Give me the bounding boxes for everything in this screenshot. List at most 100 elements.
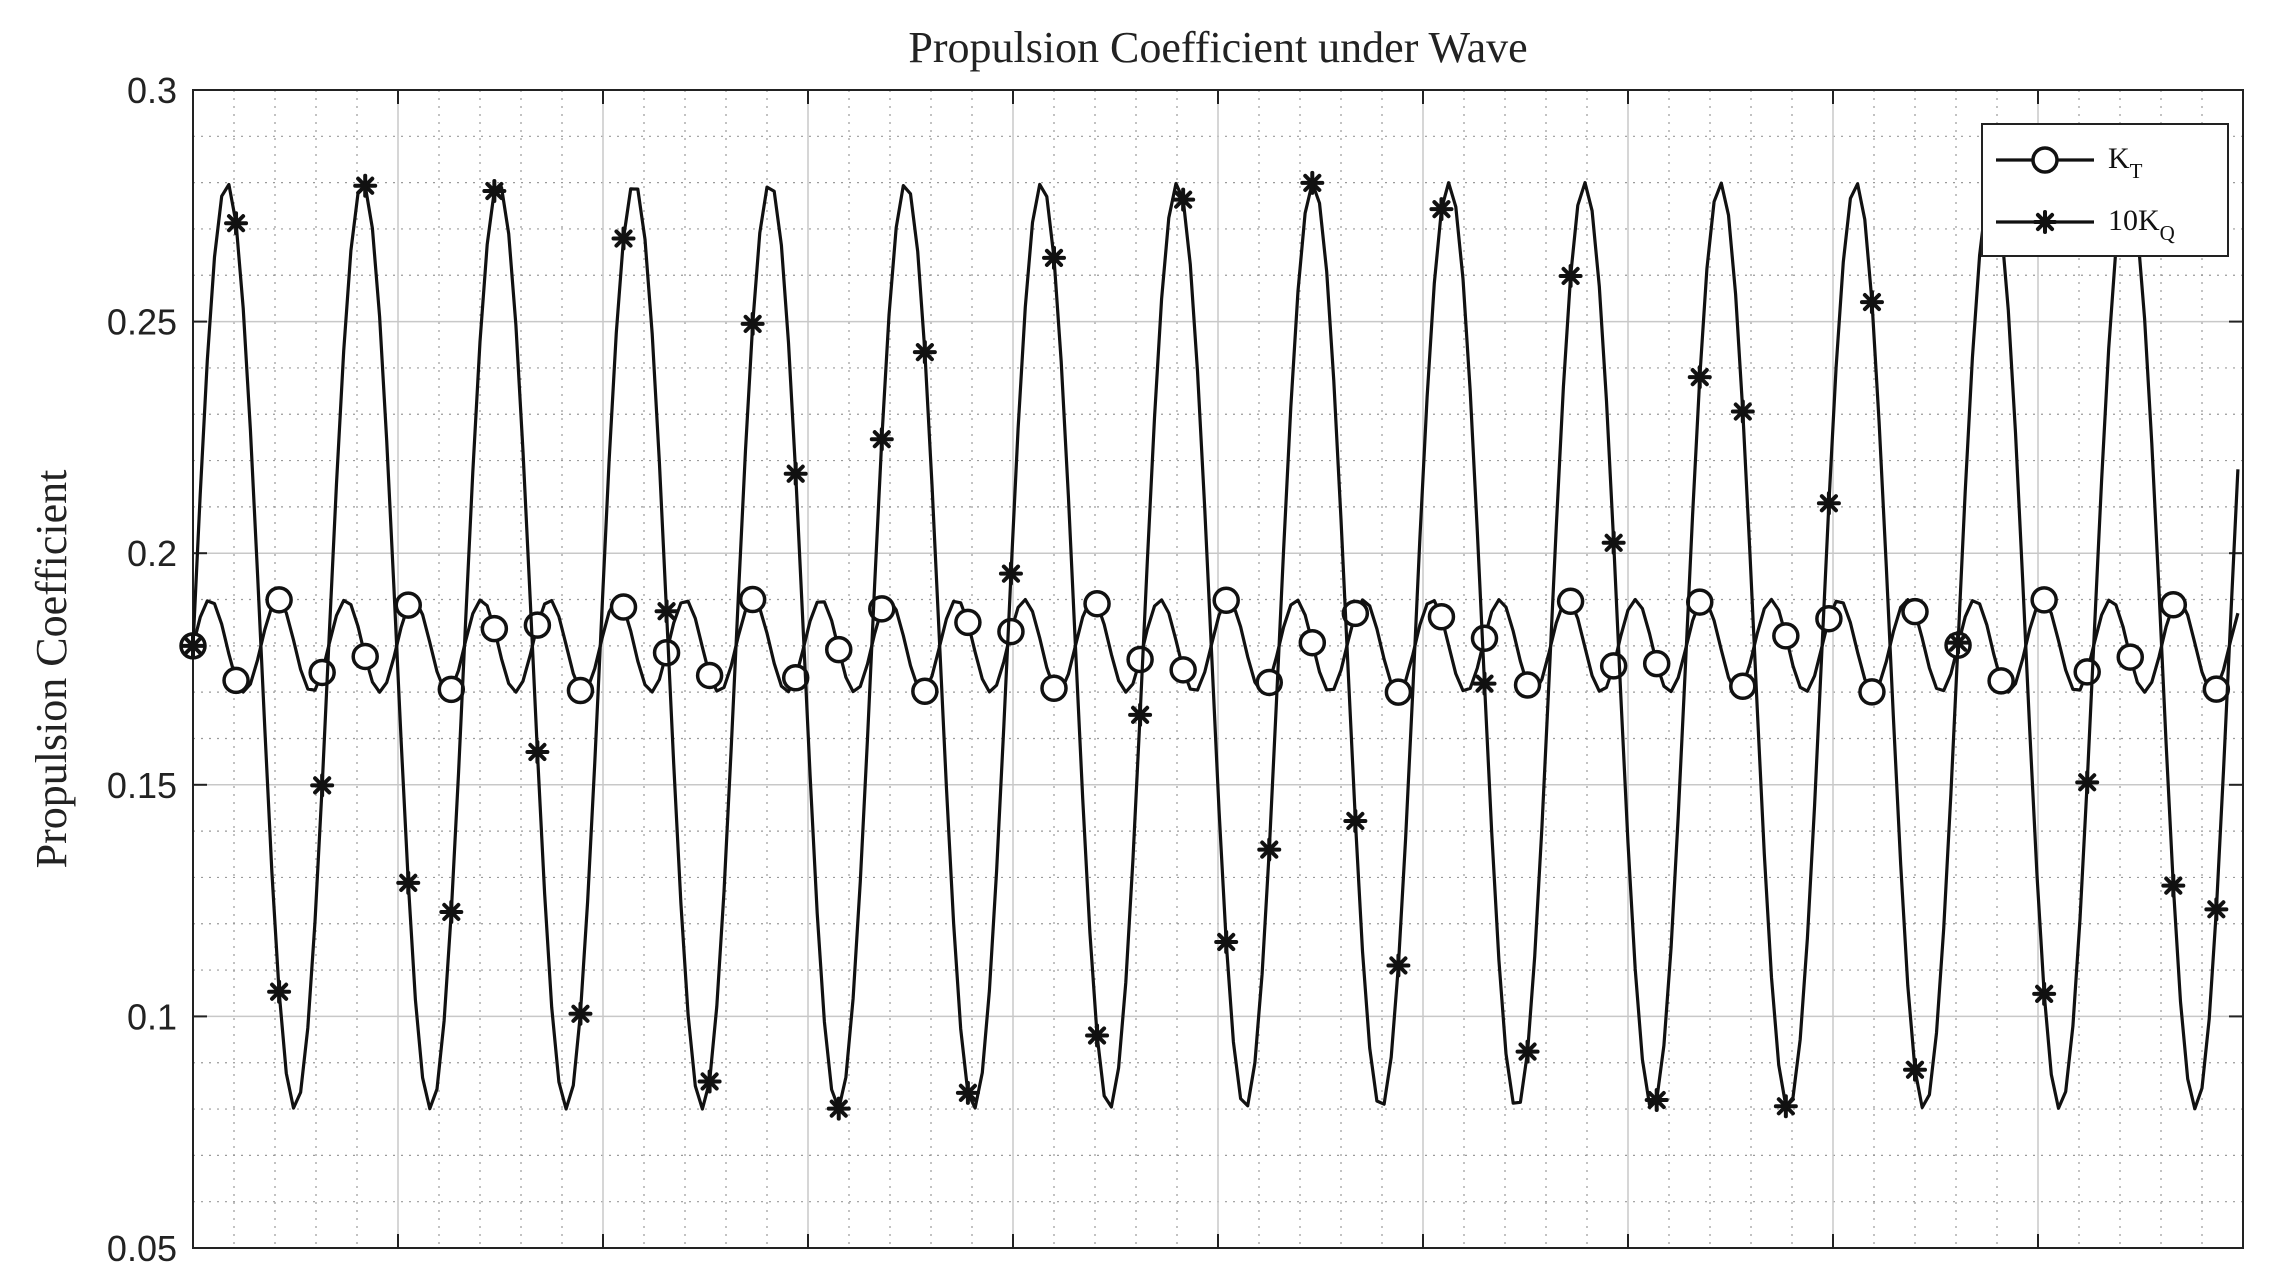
kq-marker bbox=[310, 773, 335, 798]
kt-marker bbox=[1729, 672, 1757, 701]
kq-marker-stroke bbox=[1432, 200, 1451, 219]
kq-marker-stroke bbox=[1776, 1097, 1795, 1116]
kt-marker bbox=[480, 614, 509, 643]
kq-marker-stroke bbox=[270, 982, 289, 1001]
kq-marker-stroke bbox=[1346, 811, 1365, 831]
kt-marker bbox=[1255, 668, 1283, 697]
kq-marker-stroke bbox=[1131, 705, 1150, 724]
kq-marker bbox=[611, 226, 636, 251]
legend-label-main: 10K bbox=[2108, 204, 2160, 237]
kq-marker-stroke bbox=[2035, 984, 2054, 1003]
kq-marker-stroke bbox=[485, 181, 504, 201]
kq-marker bbox=[1386, 953, 1411, 978]
legend-label-main: K bbox=[2108, 142, 2130, 175]
kq-marker bbox=[1644, 1088, 1669, 1113]
kq-marker bbox=[1171, 187, 1196, 212]
kq-marker bbox=[955, 1080, 980, 1105]
kt-marker bbox=[1642, 649, 1671, 678]
kt-marker bbox=[1470, 624, 1499, 653]
kq-marker bbox=[1687, 365, 1712, 390]
kq-marker bbox=[1730, 399, 1755, 424]
kq-marker bbox=[267, 979, 292, 1004]
kt-marker bbox=[1040, 674, 1068, 702]
kq-marker bbox=[1300, 170, 1325, 195]
kq-marker-stroke bbox=[1690, 368, 1709, 387]
legend-label-kt: KT bbox=[2108, 142, 2143, 183]
y-tick-label: 0.2 bbox=[127, 533, 177, 574]
kt-line bbox=[191, 597, 2240, 694]
x-ticks bbox=[397, 90, 2039, 1248]
kq-marker-stroke bbox=[657, 602, 676, 621]
kq-marker-stroke bbox=[1518, 1042, 1537, 1061]
kt-marker bbox=[2031, 146, 2059, 174]
y-tick-label: 0.15 bbox=[107, 765, 177, 806]
kt-marker bbox=[1513, 671, 1542, 699]
kt-marker bbox=[1298, 628, 1327, 657]
kq-marker-stroke bbox=[1862, 292, 1882, 312]
kq-marker-stroke bbox=[2035, 212, 2055, 232]
kt-marker bbox=[394, 591, 422, 619]
kt-marker bbox=[1815, 604, 1843, 633]
kq-marker-stroke bbox=[2078, 773, 2097, 792]
kq-marker-stroke bbox=[958, 1083, 977, 1102]
kt-marker bbox=[954, 608, 982, 637]
kt-marker bbox=[1126, 645, 1154, 674]
legend-box bbox=[1981, 123, 2229, 257]
kt-marker bbox=[1384, 678, 1413, 706]
kq-marker bbox=[439, 899, 464, 924]
kq-marker bbox=[1773, 1094, 1798, 1119]
y-tick-label: 0.25 bbox=[107, 302, 177, 343]
kt-marker bbox=[997, 617, 1025, 646]
y-tick-label: 0.1 bbox=[127, 996, 177, 1037]
plot-area: 0.05 0.1 0.15 0.2 0.25 0.3 bbox=[107, 70, 2244, 1269]
kq-marker-stroke bbox=[1174, 190, 1193, 209]
kq-marker bbox=[224, 211, 249, 236]
kq-marker bbox=[482, 179, 507, 204]
y-tick-label: 0.3 bbox=[127, 70, 177, 111]
kq-marker bbox=[2075, 770, 2100, 795]
y-tick-label: 0.05 bbox=[107, 1228, 177, 1269]
kq-marker-stroke bbox=[1561, 266, 1580, 286]
kt-marker bbox=[2116, 643, 2144, 671]
kq-marker bbox=[2161, 873, 2186, 898]
kt-marker bbox=[1169, 656, 1197, 684]
kq-marker bbox=[181, 633, 205, 658]
kq-marker bbox=[1257, 837, 1282, 862]
kq-marker-stroke bbox=[442, 902, 461, 922]
kq-marker-stroke bbox=[1475, 674, 1494, 693]
kq-marker-stroke bbox=[313, 776, 332, 795]
kq-marker-stroke bbox=[1389, 956, 1408, 975]
kt-marker bbox=[1772, 622, 1800, 650]
kt-marker bbox=[781, 664, 810, 692]
legend: KT 10KQ bbox=[1981, 123, 2229, 257]
kq-marker-stroke bbox=[1604, 533, 1623, 552]
kq-marker-stroke bbox=[743, 314, 762, 333]
kq-marker bbox=[654, 599, 679, 624]
kq-marker bbox=[1601, 530, 1626, 555]
kt-marker bbox=[1987, 667, 2015, 695]
kq-marker-stroke bbox=[399, 873, 418, 892]
kt-marker bbox=[1901, 597, 1929, 626]
kt-marker bbox=[2159, 591, 2188, 619]
kq-marker bbox=[783, 461, 808, 486]
kt-marker bbox=[1427, 602, 1456, 631]
kq-marker bbox=[869, 427, 894, 452]
kq-marker-stroke bbox=[1001, 564, 1021, 583]
kq-marker bbox=[568, 1001, 593, 1026]
kq-marker-stroke bbox=[356, 176, 375, 195]
kq-marker-stroke bbox=[571, 1004, 590, 1023]
legend-label-subscript: T bbox=[2130, 159, 2143, 183]
kt-marker bbox=[222, 666, 250, 695]
y-ticks bbox=[193, 89, 2243, 1249]
kq-marker bbox=[353, 173, 378, 198]
kq-marker-stroke bbox=[786, 464, 805, 483]
series-10kq bbox=[181, 170, 2240, 1121]
kt-marker bbox=[825, 635, 853, 664]
legend-label-10kq: 10KQ bbox=[2108, 204, 2175, 245]
kq-marker-stroke bbox=[2164, 876, 2183, 895]
kt-marker bbox=[2202, 675, 2231, 703]
kq-marker bbox=[396, 870, 421, 895]
kq-marker-stroke bbox=[1733, 402, 1752, 421]
kq-marker bbox=[525, 739, 550, 764]
